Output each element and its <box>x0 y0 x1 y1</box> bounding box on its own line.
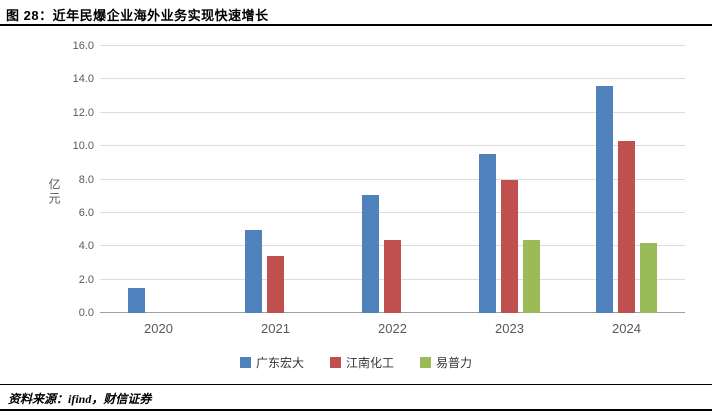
legend: 广东宏大 江南化工 易普力 <box>0 354 712 371</box>
legend-item-江南化工: 江南化工 <box>329 354 394 371</box>
bar-江南化工-2024 <box>618 141 635 313</box>
source-divider-top <box>0 384 712 385</box>
title-divider <box>0 24 712 26</box>
gridline <box>100 211 685 213</box>
y-tick-label: 14.0 <box>72 73 94 86</box>
gridline <box>100 45 685 46</box>
x-tick-label: 2020 <box>144 321 173 336</box>
legend-label: 广东宏大 <box>255 356 304 370</box>
bar-groups <box>100 46 685 313</box>
legend-item-广东宏大: 广东宏大 <box>239 354 304 371</box>
y-axis-tick-labels: 0.0 2.0 4.0 6.0 8.0 10.0 12.0 14.0 16.0 <box>50 40 94 319</box>
y-tick-label: 8.0 <box>78 173 94 186</box>
bar-group-2021 <box>217 46 334 313</box>
x-axis-labels: 2020 2021 2022 2023 2024 <box>100 321 685 336</box>
source-divider-bottom <box>0 409 712 411</box>
bar-广东宏大-2023 <box>479 154 496 313</box>
bar-广东宏大-2022 <box>362 194 379 313</box>
bar-广东宏大-2021 <box>245 229 262 313</box>
gridline <box>100 111 685 113</box>
gridline <box>100 178 685 180</box>
y-axis-title: 亿元 <box>47 178 61 206</box>
x-tick-label: 2024 <box>612 321 641 336</box>
legend-swatch <box>420 357 431 368</box>
plot-area <box>100 45 685 313</box>
bar-group-2023 <box>451 46 568 313</box>
legend-swatch <box>329 357 341 368</box>
gridline <box>100 145 685 147</box>
y-tick-label: 4.0 <box>78 240 94 253</box>
bar-江南化工-2023 <box>501 179 518 313</box>
legend-label: 江南化工 <box>345 356 394 370</box>
legend-label: 易普力 <box>436 356 473 370</box>
bar-chart: 亿元 0.0 2.0 4.0 6.0 8.0 10.0 12.0 14.0 16.0 2020 2… <box>0 30 712 380</box>
bar-易普力-2024 <box>640 242 657 313</box>
y-tick-label: 0.0 <box>78 307 94 319</box>
x-tick-label: 2021 <box>261 321 290 336</box>
bar-group-2022 <box>334 46 451 313</box>
bar-group-2020 <box>100 46 217 313</box>
bar-广东宏大-2020 <box>128 287 145 313</box>
figure-title: 图 28：近年民爆企业海外业务实现快速增长 <box>6 8 269 23</box>
y-tick-label: 2.0 <box>78 273 94 286</box>
bar-group-2024 <box>568 46 685 313</box>
y-tick-label: 12.0 <box>72 106 94 119</box>
source-note: 资料来源：ifind，财信证券 <box>8 392 152 406</box>
bar-江南化工-2021 <box>267 256 284 313</box>
y-tick-label: 16.0 <box>72 40 94 52</box>
bar-广东宏大-2024 <box>596 86 613 313</box>
x-tick-label: 2023 <box>495 321 524 336</box>
legend-swatch <box>239 357 251 368</box>
x-tick-label: 2022 <box>378 321 407 336</box>
bar-易普力-2023 <box>523 239 540 313</box>
bar-江南化工-2022 <box>384 239 401 313</box>
gridline <box>100 78 685 80</box>
y-tick-label: 6.0 <box>78 206 94 219</box>
legend-item-易普力: 易普力 <box>420 354 472 371</box>
y-tick-label: 10.0 <box>72 140 94 153</box>
